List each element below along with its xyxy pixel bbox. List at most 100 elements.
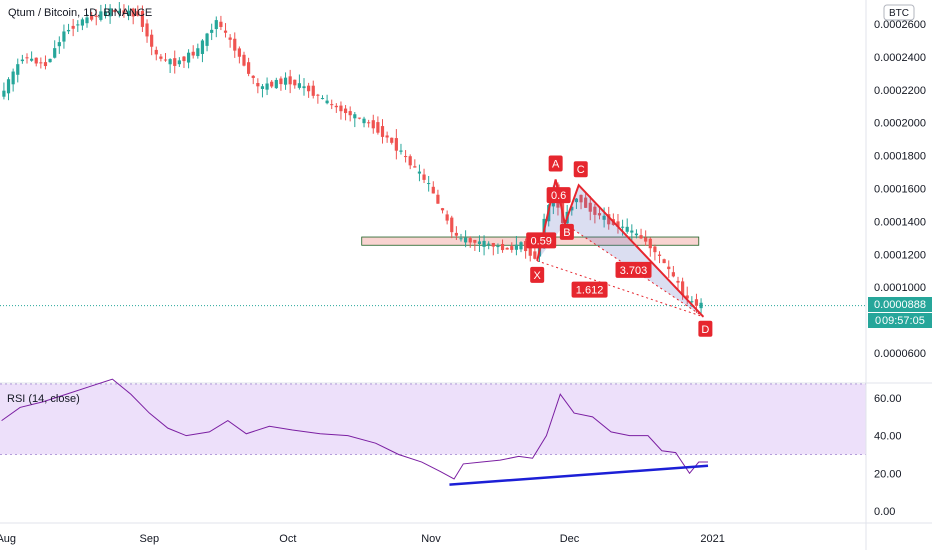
candle[interactable] — [524, 241, 528, 252]
candle[interactable] — [62, 31, 66, 42]
candle[interactable] — [473, 239, 477, 243]
candle[interactable] — [408, 156, 412, 166]
candle[interactable] — [625, 226, 629, 232]
candle[interactable] — [228, 37, 232, 40]
candle[interactable] — [367, 122, 371, 124]
candle[interactable] — [182, 56, 186, 62]
candle[interactable] — [6, 79, 11, 94]
candle[interactable] — [417, 171, 422, 174]
candle[interactable] — [653, 246, 657, 253]
candle[interactable] — [343, 108, 348, 114]
candle[interactable] — [80, 19, 84, 26]
candle[interactable] — [113, 10, 117, 12]
candle[interactable] — [34, 57, 38, 64]
candle[interactable] — [200, 40, 205, 54]
candle[interactable] — [584, 197, 588, 208]
candle[interactable] — [399, 150, 403, 152]
candle[interactable] — [16, 64, 20, 75]
candle[interactable] — [30, 58, 34, 61]
candle[interactable] — [320, 98, 325, 100]
candle[interactable] — [579, 194, 583, 203]
candle[interactable] — [214, 20, 218, 30]
candle[interactable] — [43, 62, 48, 67]
candle[interactable] — [20, 59, 24, 62]
candle[interactable] — [154, 49, 158, 55]
point-label-a-box[interactable] — [548, 155, 563, 172]
point-label-c-box[interactable] — [573, 161, 588, 178]
candle[interactable] — [390, 137, 394, 143]
candle[interactable] — [251, 75, 255, 78]
candle[interactable] — [533, 251, 537, 259]
candle[interactable] — [454, 232, 458, 236]
candle[interactable] — [237, 48, 241, 57]
rsi-trend-line[interactable] — [449, 464, 709, 486]
candle[interactable] — [108, 8, 112, 17]
candle[interactable] — [256, 82, 260, 87]
candle[interactable] — [376, 122, 380, 133]
candle[interactable] — [450, 217, 454, 233]
candle[interactable] — [219, 21, 223, 28]
candle[interactable] — [191, 51, 195, 56]
candle[interactable] — [159, 56, 163, 59]
candle[interactable] — [297, 83, 301, 88]
candle[interactable] — [445, 214, 449, 221]
candle[interactable] — [85, 17, 89, 24]
candle[interactable] — [607, 214, 611, 225]
point-label-b-box[interactable] — [559, 223, 574, 240]
candle[interactable] — [413, 166, 417, 168]
candle[interactable] — [676, 280, 680, 283]
candle[interactable] — [94, 15, 98, 17]
candle[interactable] — [500, 243, 505, 251]
candle[interactable] — [597, 213, 602, 216]
candle[interactable] — [177, 60, 181, 65]
candle[interactable] — [76, 24, 80, 26]
candle[interactable] — [334, 105, 338, 108]
rsi-line[interactable] — [1, 378, 709, 480]
candle[interactable] — [528, 244, 532, 256]
candle[interactable] — [694, 299, 699, 306]
candle[interactable] — [602, 215, 606, 220]
candle[interactable] — [126, 10, 131, 17]
candle[interactable] — [39, 62, 43, 64]
candle[interactable] — [293, 79, 297, 86]
candle[interactable] — [2, 90, 6, 97]
candles[interactable] — [2, 2, 703, 315]
candle[interactable] — [196, 48, 200, 57]
candle[interactable] — [57, 42, 61, 47]
ratio-label-xad-box[interactable] — [571, 281, 608, 298]
candle[interactable] — [482, 240, 486, 247]
candle[interactable] — [307, 85, 311, 92]
candle[interactable] — [671, 272, 675, 277]
candle[interactable] — [274, 79, 278, 89]
candle[interactable] — [186, 52, 191, 63]
candle[interactable] — [357, 117, 362, 119]
candle[interactable] — [371, 120, 375, 129]
point-label-x-box[interactable] — [530, 266, 545, 283]
candle[interactable] — [168, 59, 172, 65]
ratio-label-xab-box[interactable] — [546, 187, 571, 204]
ratio-label-bcd-box[interactable] — [615, 261, 652, 278]
candle[interactable] — [644, 237, 648, 242]
candle[interactable] — [662, 259, 666, 264]
candle[interactable] — [11, 71, 15, 85]
candle[interactable] — [316, 94, 320, 96]
candle[interactable] — [436, 194, 440, 204]
candle[interactable] — [90, 15, 94, 20]
support-zone[interactable] — [0, 236, 866, 307]
candle[interactable] — [103, 11, 108, 16]
candle[interactable] — [681, 281, 685, 296]
point-label-d-box[interactable] — [698, 320, 713, 337]
candle[interactable] — [288, 76, 292, 85]
candle[interactable] — [634, 233, 639, 236]
candle[interactable] — [260, 86, 265, 89]
candle[interactable] — [66, 29, 71, 32]
harmonic-pattern[interactable]: X A B C D 0.6 0.59 3.703 1.612 — [526, 155, 713, 337]
candle[interactable] — [223, 30, 228, 33]
ratio-label-abc-box[interactable] — [526, 232, 557, 249]
candle[interactable] — [150, 34, 154, 47]
candle[interactable] — [353, 114, 357, 119]
candle[interactable] — [422, 174, 426, 180]
candle[interactable] — [122, 10, 126, 14]
candle[interactable] — [574, 198, 579, 203]
